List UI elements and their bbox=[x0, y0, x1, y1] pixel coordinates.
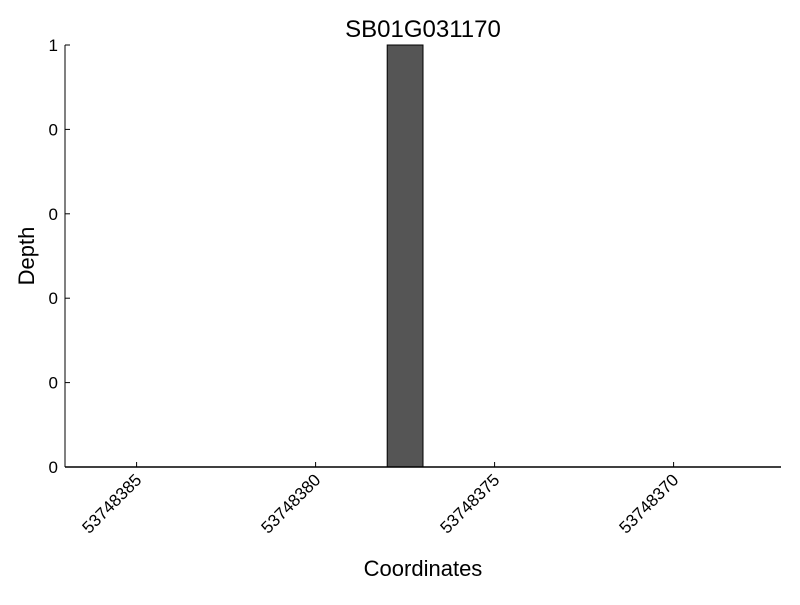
x-tick-label: 53748385 bbox=[79, 470, 146, 537]
y-tick-label: 0 bbox=[49, 120, 58, 139]
x-axis-label: Coordinates bbox=[364, 556, 483, 581]
x-tick-label: 53748380 bbox=[258, 470, 325, 537]
chart-title: SB01G031170 bbox=[345, 16, 501, 43]
bar-0 bbox=[386, 44, 424, 468]
y-axis-label: Depth bbox=[14, 227, 39, 286]
x-tick-label: 53748370 bbox=[616, 470, 683, 537]
y-tick-label: 0 bbox=[49, 374, 58, 393]
y-tick-label: 1 bbox=[49, 36, 58, 55]
x-tick-label: 53748375 bbox=[437, 470, 504, 537]
y-tick-label: 0 bbox=[49, 289, 58, 308]
y-tick-label: 0 bbox=[49, 458, 58, 477]
y-tick-label: 0 bbox=[49, 205, 58, 224]
